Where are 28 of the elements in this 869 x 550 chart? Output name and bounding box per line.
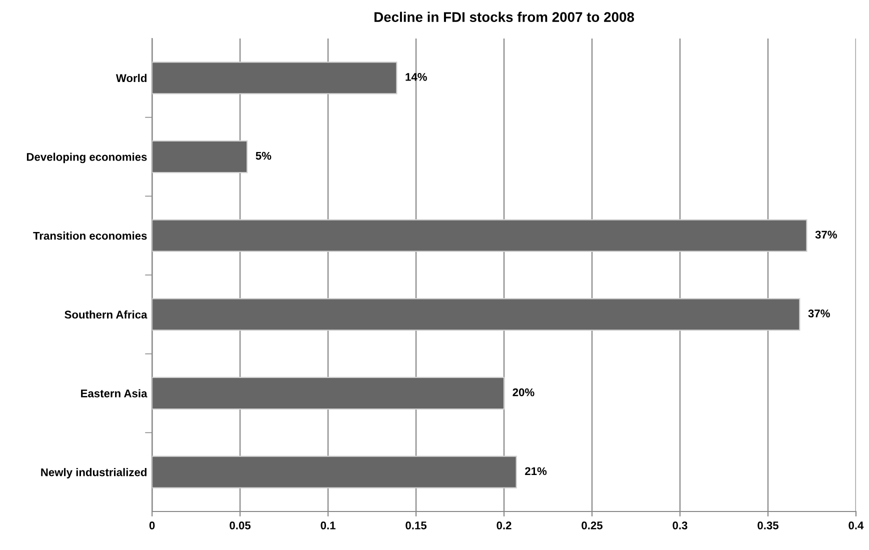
data-label: 14% [406,73,427,81]
bar [152,456,517,488]
chart-title: Decline in FDI stocks from 2007 to 2008 [374,12,634,22]
y-tick-label: Eastern Asia [81,389,148,398]
y-tick-label: World [116,74,146,82]
data-label: 37% [808,310,830,318]
y-tick-label: Transition economies [33,232,147,240]
x-tick-label: 0.2 [496,522,512,530]
data-label: 37% [815,230,837,239]
x-tick-label: 0 [149,522,155,530]
bar [152,140,248,174]
x-tick-label: 0.15 [406,522,427,530]
data-label: 21% [525,467,547,476]
y-tick-label: Southern Africa [64,310,148,319]
x-tick-label: 0.05 [230,522,251,530]
x-tick-label: 0.35 [758,522,778,530]
x-tick-label: 0.1 [320,522,336,530]
data-label: 20% [512,388,534,396]
bar [152,376,505,410]
x-tick-label: 0.25 [582,522,603,530]
bar [152,298,800,331]
data-label: 5% [256,152,272,160]
bar [152,62,398,94]
x-tick-label: 0.4 [848,522,864,530]
y-tick-label: Developing economies [26,152,147,164]
y-tick-label: Newly industrialized [41,468,146,478]
x-tick-label: 0.3 [672,522,688,530]
bar [152,219,808,252]
